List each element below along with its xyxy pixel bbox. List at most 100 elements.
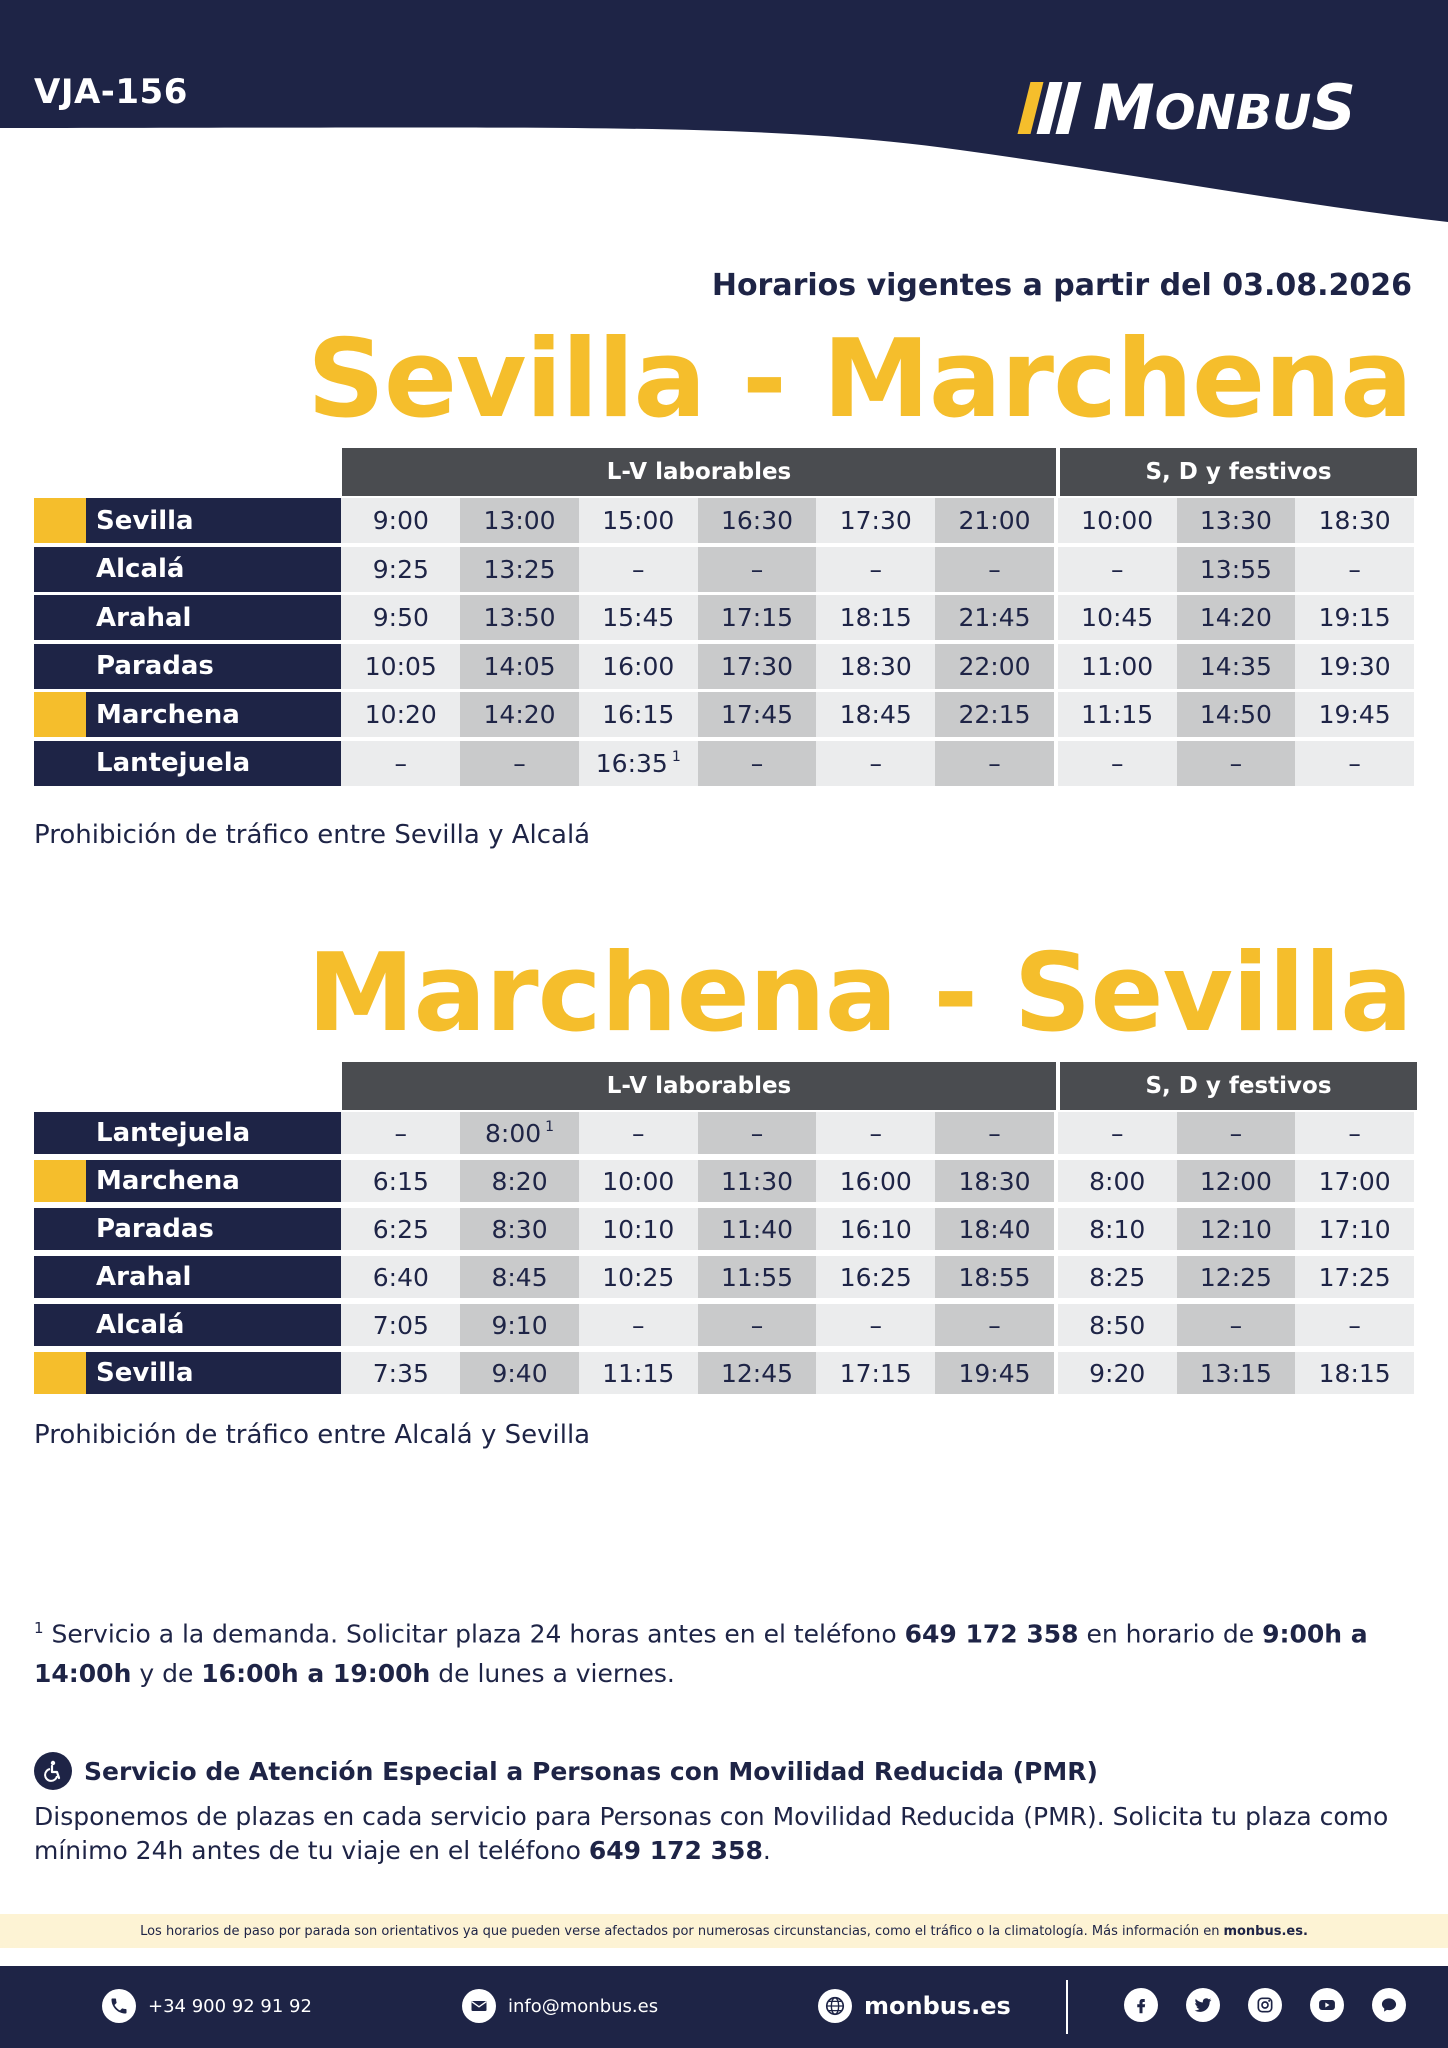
time-cell: 17:00 (1295, 1160, 1415, 1202)
time-cell: 16:35 1 (578, 740, 698, 786)
time-cell: 16:10 (816, 1208, 936, 1250)
phone-icon (102, 1989, 136, 2023)
time-cell: – (697, 740, 817, 786)
time-cell: 12:00 (1176, 1160, 1296, 1202)
time-cell: 6:25 (341, 1208, 461, 1250)
stop-name: Marchena (34, 692, 342, 737)
table-row: Arahal 6:40 8:45 10:25 11:55 16:25 18:55 8:25 12… (34, 1256, 1415, 1298)
time-cell: – (460, 740, 579, 786)
stop-name: Alcalá (34, 1304, 342, 1346)
time-cell: 18:45 (816, 692, 936, 737)
stop-name: Paradas (34, 643, 342, 689)
time-cell: 8:10 (1057, 1208, 1177, 1250)
time-cell: 16:00 (816, 1160, 936, 1202)
facebook-icon[interactable] (1124, 1988, 1158, 2022)
time-cell: – (578, 1112, 698, 1154)
time-cell: – (935, 1112, 1054, 1154)
time-cell: 21:45 (935, 595, 1054, 640)
time-cell: – (816, 1112, 936, 1154)
demand-service-footnote: 1 Servicio a la demanda. Solicitar plaza… (34, 1619, 1368, 1689)
time-cell: – (935, 546, 1054, 592)
stop-name: Marchena (34, 1160, 342, 1202)
time-cell: 10:20 (341, 692, 461, 737)
time-cell: 11:15 (1057, 692, 1177, 737)
pmr-phone: 649 172 358 (588, 1836, 763, 1865)
time-cell: 16:00 (578, 643, 698, 689)
footer-phone[interactable]: +34 900 92 91 92 (102, 1986, 312, 2026)
traffic-note-return: Prohibición de tráfico entre Alcalá y Se… (34, 1420, 591, 1450)
schedule-disclaimer: Los horarios de paso por parada son orie… (0, 1914, 1448, 1948)
footer-website[interactable]: monbus.es (818, 1986, 1011, 2026)
page-footer: +34 900 92 91 92 info@monbus.es monbus.e… (0, 1966, 1448, 2048)
time-cell: 14:35 (1176, 643, 1296, 689)
time-cell: 8:30 (460, 1208, 579, 1250)
time-cell: 9:20 (1057, 1352, 1177, 1394)
time-cell: 16:30 (697, 498, 817, 543)
time-cell: 11:55 (697, 1256, 817, 1298)
disclaimer-link[interactable]: monbus.es. (1223, 1923, 1308, 1939)
pmr-heading: Servicio de Atención Especial a Personas… (34, 1752, 1098, 1790)
time-cell: 10:00 (578, 1160, 698, 1202)
time-cell: – (697, 1112, 817, 1154)
time-cell: – (697, 546, 817, 592)
stop-name: Alcalá (34, 546, 342, 592)
logo-wordmark: MONBUS (1093, 71, 1356, 144)
time-cell: 6:40 (341, 1256, 461, 1298)
table-row: Alcalá 7:05 9:10– – – –8:50– – (34, 1304, 1415, 1346)
time-cell: 17:30 (697, 643, 817, 689)
time-cell: – (341, 1112, 461, 1154)
time-cell: – (578, 546, 698, 592)
time-cell: 17:30 (816, 498, 936, 543)
header-wave-background (0, 0, 1448, 222)
time-cell: 18:30 (935, 1160, 1054, 1202)
time-cell: – (697, 1304, 817, 1346)
time-cell: 19:45 (935, 1352, 1054, 1394)
time-cell: – (341, 740, 461, 786)
time-cell: – (935, 740, 1054, 786)
footer-email[interactable]: info@monbus.es (462, 1986, 658, 2026)
stop-name: Sevilla (34, 498, 342, 543)
time-cell: 14:20 (1176, 595, 1296, 640)
time-cell: 11:00 (1057, 643, 1177, 689)
time-cell: 9:25 (341, 546, 461, 592)
time-cell: – (1057, 1112, 1177, 1154)
time-cell: 15:00 (578, 498, 698, 543)
time-cell: 12:25 (1176, 1256, 1296, 1298)
table-row: Alcalá 9:25 13:25– – – – –13:55– (34, 546, 1415, 592)
stop-name: Arahal (34, 1256, 342, 1298)
time-cell: 14:50 (1176, 692, 1296, 737)
logo-bars-icon (1017, 82, 1082, 134)
time-cell: 11:30 (697, 1160, 817, 1202)
time-cell: 13:55 (1176, 546, 1296, 592)
route-title-return: Marchena - Sevilla (307, 931, 1413, 1056)
twitter-icon[interactable] (1186, 1988, 1220, 2022)
service-group-header: L-V laborables (342, 1062, 1056, 1110)
time-cell: 10:00 (1057, 498, 1177, 543)
time-cell: 12:45 (697, 1352, 817, 1394)
terminal-stop-marker (34, 1352, 86, 1394)
monbus-logo[interactable]: MONBUS (1017, 71, 1356, 144)
footnote-marker: 1 (545, 1119, 555, 1135)
time-cell: 18:30 (816, 643, 936, 689)
time-cell: 8:25 (1057, 1256, 1177, 1298)
time-cell: 15:45 (578, 595, 698, 640)
chat-icon[interactable] (1372, 1988, 1406, 2022)
table-row: Marchena 10:20 14:20 16:15 17:45 18:45 22:15 11… (34, 692, 1415, 737)
time-cell: 14:20 (460, 692, 579, 737)
page-header: VJA-156 MONBUS (0, 0, 1448, 240)
validity-date: Horarios vigentes a partir del 03.08.202… (711, 268, 1412, 303)
time-cell: 10:05 (341, 643, 461, 689)
time-cell: 10:45 (1057, 595, 1177, 640)
time-cell: – (1176, 1112, 1296, 1154)
terminal-stop-marker (34, 498, 86, 543)
demand-phone: 649 172 358 (904, 1619, 1079, 1649)
time-cell: 13:25 (460, 546, 579, 592)
instagram-icon[interactable] (1248, 1988, 1282, 2022)
time-cell: 12:10 (1176, 1208, 1296, 1250)
service-group-header: S, D y festivos (1060, 448, 1417, 496)
stop-name: Lantejuela (34, 1112, 342, 1154)
time-cell: 17:25 (1295, 1256, 1415, 1298)
time-cell: 6:15 (341, 1160, 461, 1202)
youtube-icon[interactable] (1310, 1988, 1344, 2022)
time-cell: 11:40 (697, 1208, 817, 1250)
